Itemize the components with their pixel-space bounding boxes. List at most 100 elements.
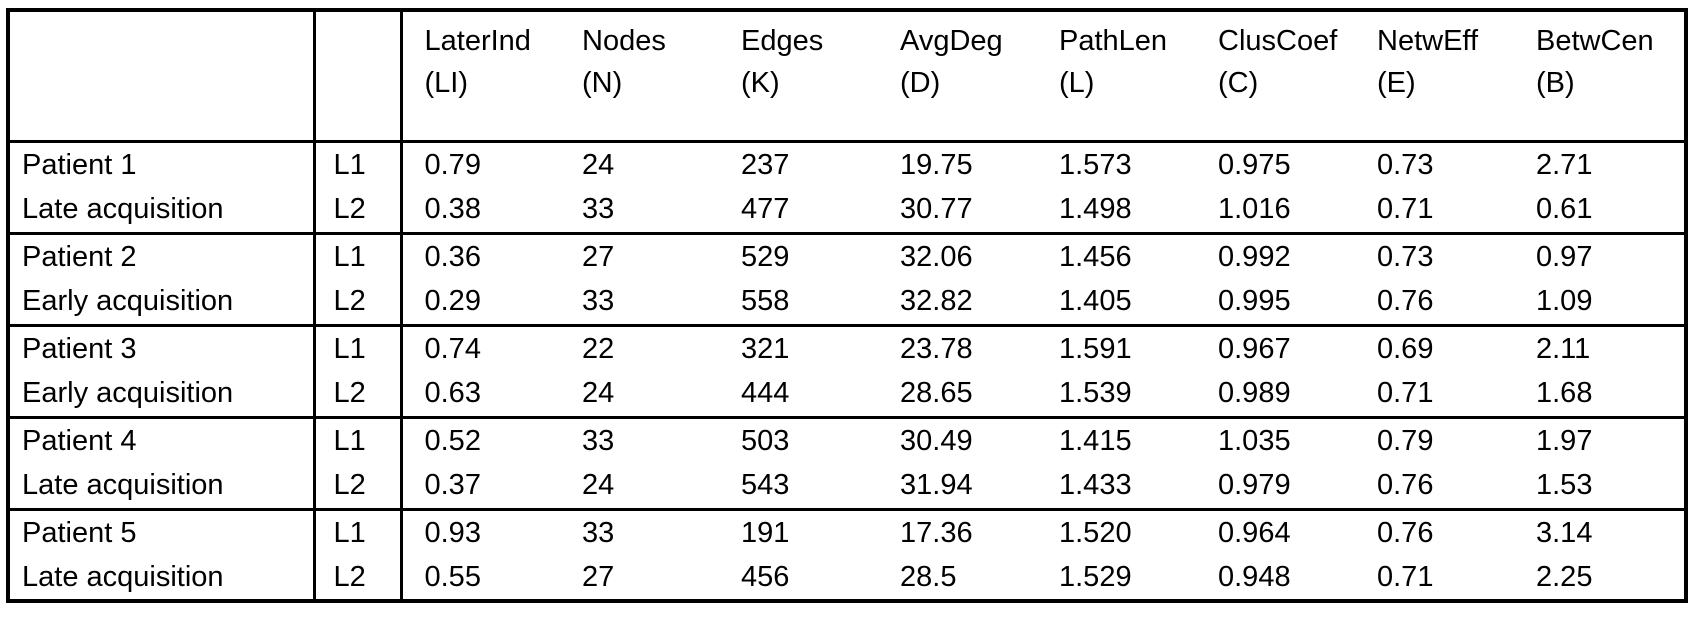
metric-value: 1.97 <box>1536 424 1593 457</box>
metric-value: 28.65 <box>878 371 1037 419</box>
metric-value: 1.53 <box>1514 463 1686 511</box>
metric-value: 543 <box>719 463 878 511</box>
metric-value: 24 <box>560 463 719 511</box>
header-row: LaterInd (LI) Nodes (N) Edges (K) AvgDeg… <box>8 10 1686 143</box>
metric-value: 0.979 <box>1196 463 1355 511</box>
metric-value: 1.573 <box>1059 148 1132 181</box>
metric-value: 1.68 <box>1514 371 1686 419</box>
metric-value: 0.989 <box>1196 371 1355 419</box>
header-language-column <box>314 10 403 143</box>
table-row: Patient 5 L1 0.93 33 191 17.36 1.520 0.964 0.76 3… <box>8 509 1686 555</box>
metric-value: 0.69 <box>1377 332 1434 365</box>
metric-value: 30.49 <box>900 424 973 457</box>
column-title: PathLen <box>1059 25 1168 57</box>
column-abbr: (B) <box>1536 67 1575 99</box>
metric-value: 33 <box>582 516 615 549</box>
column-title: AvgDeg <box>900 25 1003 57</box>
column-header-nodes: Nodes (N) <box>560 10 719 143</box>
metric-value: 24 <box>582 148 615 181</box>
metric-value: 0.38 <box>401 187 560 235</box>
metric-value: 0.76 <box>1355 279 1514 327</box>
column-title: ClusCoef <box>1218 25 1338 57</box>
metric-value: 0.79 <box>424 148 481 181</box>
table-row: Patient 4 L1 0.52 33 503 30.49 1.415 1.035 0.79 1… <box>8 417 1686 463</box>
language-label: L1 <box>314 233 403 279</box>
metric-value: 1.405 <box>1037 279 1196 327</box>
column-abbr: (K) <box>741 67 780 99</box>
column-title: NetwEff <box>1377 25 1479 57</box>
table-row: Patient 3 L1 0.74 22 321 23.78 1.591 0.967 0.69 2… <box>8 325 1686 371</box>
metric-value: 28.5 <box>878 555 1037 603</box>
metric-value: 22 <box>582 332 615 365</box>
metric-value: 27 <box>582 240 615 273</box>
metric-value: 19.75 <box>900 148 973 181</box>
table-row: Early acquisition L2 0.63 24 444 28.65 1.539 0.… <box>8 371 1686 419</box>
metric-value: 32.82 <box>878 279 1037 327</box>
metric-value: 0.36 <box>424 240 481 273</box>
metric-value: 321 <box>741 332 790 365</box>
metric-value: 456 <box>719 555 878 603</box>
metric-value: 0.97 <box>1536 240 1593 273</box>
metric-value: 0.992 <box>1218 240 1291 273</box>
metric-value: 0.63 <box>401 371 560 419</box>
metric-value: 0.76 <box>1377 516 1434 549</box>
metric-value: 1.520 <box>1059 516 1132 549</box>
column-title: Nodes <box>582 25 666 57</box>
acquisition-label: Late acquisition <box>8 187 316 235</box>
metric-value: 1.433 <box>1037 463 1196 511</box>
language-label: L1 <box>314 325 403 371</box>
patient-label: Patient 4 <box>8 417 316 463</box>
metric-value: 2.25 <box>1514 555 1686 603</box>
metric-value: 0.71 <box>1355 187 1514 235</box>
metric-value: 1.09 <box>1514 279 1686 327</box>
language-label: L2 <box>314 187 403 235</box>
metric-value: 0.975 <box>1218 148 1291 181</box>
metric-value: 191 <box>741 516 790 549</box>
network-metrics-table: LaterInd (LI) Nodes (N) Edges (K) AvgDeg… <box>6 8 1688 603</box>
metric-value: 0.29 <box>401 279 560 327</box>
acquisition-label: Late acquisition <box>8 555 316 603</box>
patient-label: Patient 5 <box>8 509 316 555</box>
metric-value: 27 <box>560 555 719 603</box>
metric-value: 0.71 <box>1355 371 1514 419</box>
metric-value: 30.77 <box>878 187 1037 235</box>
column-abbr: (L) <box>1059 67 1095 99</box>
metric-value: 3.14 <box>1536 516 1593 549</box>
table-row: Patient 2 L1 0.36 27 529 32.06 1.456 0.992 0.73 0… <box>8 233 1686 279</box>
language-label: L2 <box>314 279 403 327</box>
metric-value: 0.61 <box>1514 187 1686 235</box>
metric-value: 1.415 <box>1059 424 1132 457</box>
column-title: LaterInd <box>424 25 531 57</box>
acquisition-label: Early acquisition <box>8 279 316 327</box>
patient-label: Patient 1 <box>8 141 316 187</box>
patient-label: Patient 3 <box>8 325 316 371</box>
language-label: L2 <box>314 463 403 511</box>
metric-value: 558 <box>719 279 878 327</box>
metric-value: 0.73 <box>1377 148 1434 181</box>
metric-value: 0.37 <box>401 463 560 511</box>
metric-value: 477 <box>719 187 878 235</box>
metric-value: 0.76 <box>1355 463 1514 511</box>
metric-value: 0.71 <box>1355 555 1514 603</box>
table-body: Patient 1 L1 0.79 24 237 19.75 1.573 0.975 0.73 2… <box>8 141 1686 603</box>
metric-value: 237 <box>741 148 790 181</box>
column-header-netweff: NetwEff (E) <box>1355 10 1514 143</box>
metric-value: 444 <box>719 371 878 419</box>
column-abbr: (E) <box>1377 67 1416 99</box>
metric-value: 32.06 <box>900 240 973 273</box>
metric-value: 1.539 <box>1037 371 1196 419</box>
metric-value: 1.016 <box>1196 187 1355 235</box>
metric-value: 31.94 <box>878 463 1037 511</box>
metric-value: 1.529 <box>1037 555 1196 603</box>
column-header-avgdeg: AvgDeg (D) <box>878 10 1037 143</box>
metric-value: 1.035 <box>1218 424 1291 457</box>
column-title: BetwCen <box>1536 25 1654 57</box>
metric-value: 0.74 <box>424 332 481 365</box>
column-header-pathlen: PathLen (L) <box>1037 10 1196 143</box>
header-name-column <box>8 10 316 143</box>
metric-value: 0.948 <box>1196 555 1355 603</box>
table-row: Patient 1 L1 0.79 24 237 19.75 1.573 0.975 0.73 2… <box>8 141 1686 187</box>
metric-value: 0.995 <box>1196 279 1355 327</box>
column-abbr: (N) <box>582 67 623 99</box>
metric-value: 0.55 <box>401 555 560 603</box>
